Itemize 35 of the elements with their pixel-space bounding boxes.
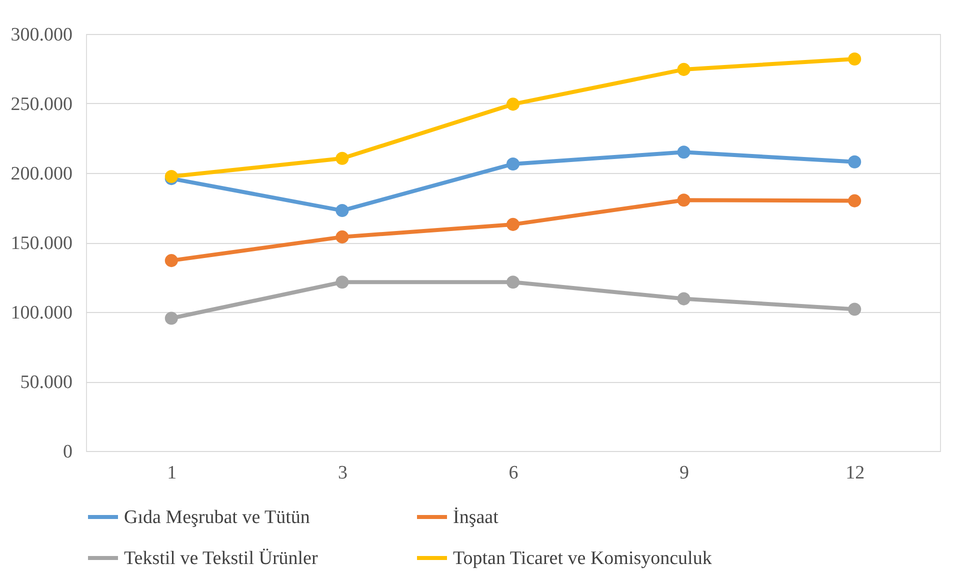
point (677, 62, 690, 76)
point (677, 194, 690, 207)
legend-label: İnşaat (453, 507, 500, 528)
point (336, 276, 349, 289)
legend-label: Toptan Ticaret ve Komisyonculuk (453, 548, 712, 569)
y-tick-label: 300.000 (10, 24, 72, 46)
point (506, 98, 520, 111)
legend-label: Tekstil ve Tekstil Ürünler (124, 548, 318, 569)
y-tick-label: 0 (63, 442, 72, 462)
point (848, 194, 862, 208)
x-tick-label: 3 (338, 462, 348, 484)
point (848, 155, 862, 168)
y-tick-label: 150.000 (10, 233, 72, 254)
point (336, 204, 349, 218)
point (164, 254, 178, 268)
point (336, 152, 349, 165)
point (506, 218, 520, 231)
y-tick-label: 200.000 (10, 164, 72, 184)
point (677, 146, 690, 159)
y-tick-label: 250.000 (10, 94, 72, 115)
x-tick-label: 6 (508, 462, 518, 484)
point (506, 157, 520, 170)
point (164, 312, 178, 325)
point (848, 52, 862, 66)
point (336, 230, 349, 244)
point (164, 170, 178, 183)
point (506, 276, 520, 289)
y-tick-label: 100.000 (10, 302, 72, 324)
x-tick-label: 9 (680, 462, 690, 484)
x-tick-label: 1 (167, 462, 177, 484)
y-tick-label: 50.000 (20, 372, 72, 393)
point (848, 302, 862, 316)
point (677, 292, 690, 306)
x-tick-label: 12 (846, 462, 865, 484)
legend-label: Gıda Meşrubat ve Tütün (124, 507, 310, 528)
